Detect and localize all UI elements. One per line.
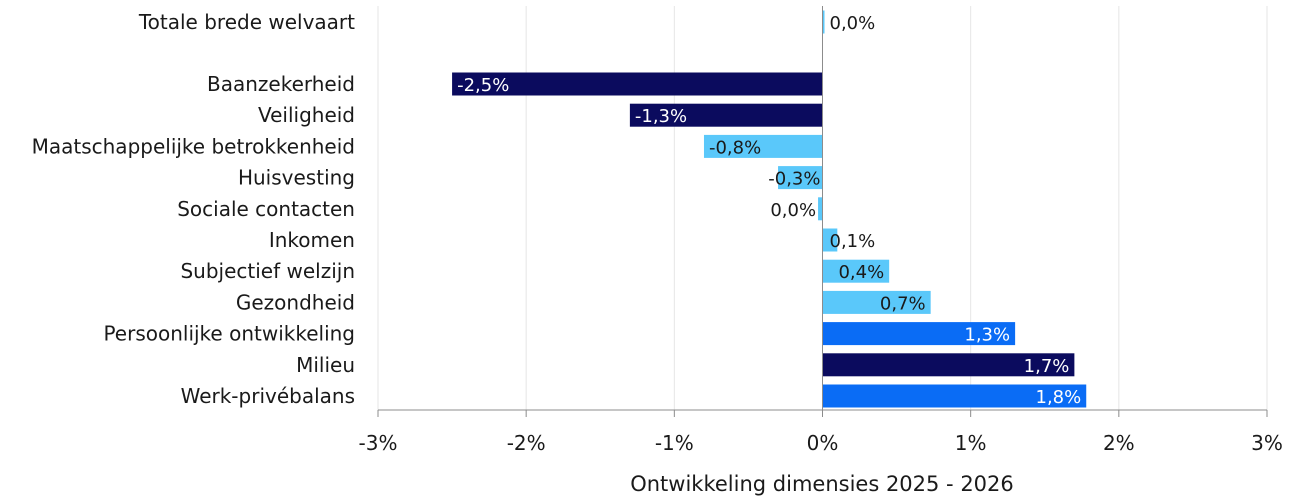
bar (822, 228, 838, 252)
x-tick-label: -3% (359, 431, 398, 455)
data-label: -1,3% (635, 106, 687, 127)
bar (822, 322, 1016, 346)
data-label: 0,4% (838, 262, 884, 283)
category-label: Maatschappelijke betrokkenheid (32, 134, 355, 158)
bar (822, 259, 890, 283)
x-tick-label: 3% (1251, 431, 1283, 455)
labels: Totale brede welvaart 0,0% Baanzekerheid -2… (32, 10, 1082, 408)
bar (822, 10, 825, 34)
category-label: Baanzekerheid (207, 72, 355, 96)
bar (629, 103, 823, 127)
category-label: Sociale contacten (177, 197, 355, 221)
category-label: Persoonlijke ontwikkeling (103, 322, 355, 346)
category-label: Inkomen (269, 228, 355, 252)
bar (822, 384, 1087, 408)
category-label: Totale brede welvaart (138, 10, 355, 34)
bar (822, 353, 1075, 377)
x-tick-label: 1% (955, 431, 987, 455)
data-label: -0,3% (768, 169, 820, 190)
data-label: 1,3% (964, 325, 1010, 346)
data-label: 1,7% (1024, 356, 1070, 377)
data-label: -2,5% (457, 75, 509, 96)
bar (703, 134, 823, 158)
data-label: -0,8% (709, 137, 761, 158)
x-axis: -3% -2% -1% 0% 1% 2% 3% (359, 6, 1283, 455)
data-label: 0,0% (830, 13, 876, 34)
category-label: Subjectief welzijn (180, 259, 355, 283)
category-label: Huisvesting (238, 166, 355, 190)
category-label: Milieu (296, 353, 355, 377)
x-tick-label: 0% (807, 431, 839, 455)
bar (822, 290, 931, 314)
category-label: Werk-privébalans (181, 384, 355, 408)
x-axis-title: Ontwikkeling dimensies 2025 - 2026 (630, 472, 1014, 496)
data-label: 0,0% (770, 200, 816, 221)
x-tick-label: -2% (507, 431, 546, 455)
bar (452, 72, 823, 96)
category-label: Veiligheid (258, 103, 355, 127)
bar (778, 166, 823, 190)
data-label: 0,1% (830, 231, 876, 252)
x-tick-label: 2% (1103, 431, 1135, 455)
x-tick-label: -1% (655, 431, 694, 455)
data-label: 0,7% (880, 293, 926, 314)
bar (818, 197, 823, 221)
bars (452, 10, 1087, 408)
data-label: 1,8% (1036, 387, 1082, 408)
category-label: Gezondheid (236, 290, 355, 314)
